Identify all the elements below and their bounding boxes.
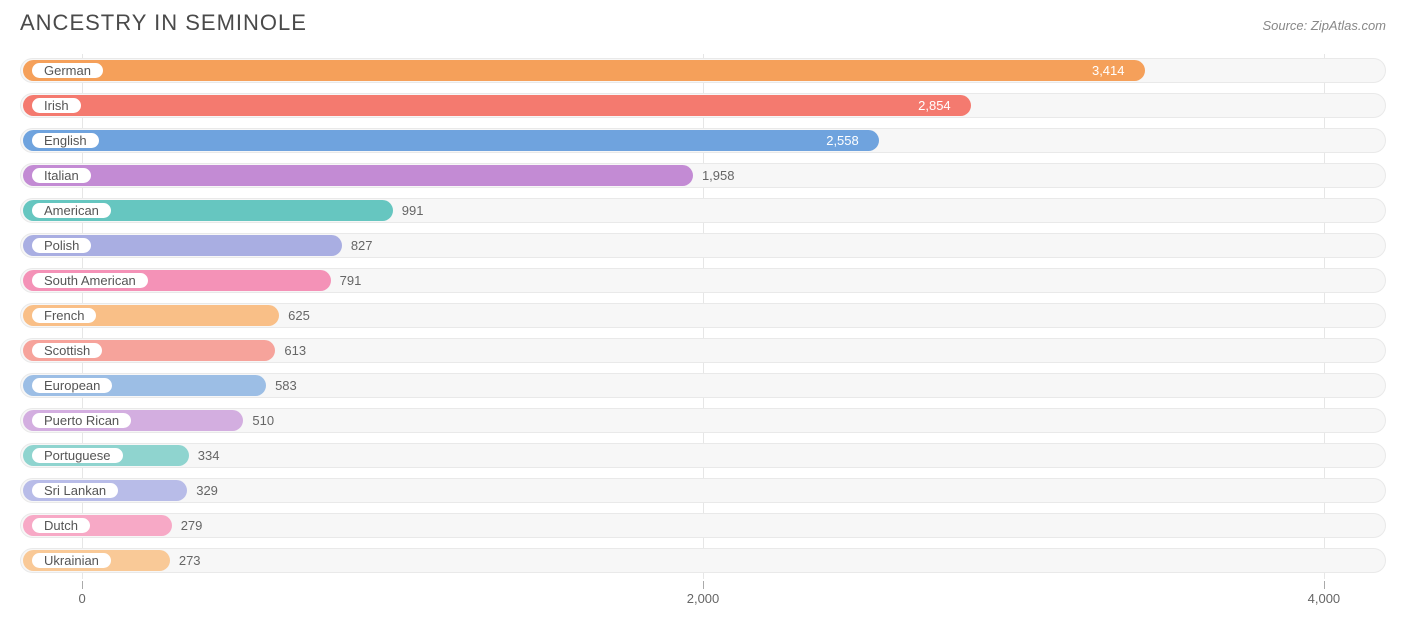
bar-track [20, 513, 1386, 538]
bar-row: European 583 [20, 369, 1386, 402]
value-label: 2,854 [918, 98, 951, 113]
x-axis: 0 2,000 4,000 [20, 581, 1386, 611]
bar-row: Italian 1,958 [20, 159, 1386, 192]
value-label: 334 [198, 448, 220, 463]
bar-track [20, 548, 1386, 573]
axis-tick [703, 581, 704, 589]
category-label: English [30, 131, 101, 150]
bar-row: Polish 827 [20, 229, 1386, 262]
category-label: Irish [30, 96, 83, 115]
value-label: 583 [275, 378, 297, 393]
value-label: 3,414 [1092, 63, 1125, 78]
chart-title: ANCESTRY IN SEMINOLE [20, 10, 307, 36]
bar-track [20, 478, 1386, 503]
axis-tick [82, 581, 83, 589]
value-label: 1,958 [702, 168, 735, 183]
category-label: Puerto Rican [30, 411, 133, 430]
category-label: Ukrainian [30, 551, 113, 570]
category-label: Scottish [30, 341, 104, 360]
bar-row: German 3,414 [20, 54, 1386, 87]
value-label: 625 [288, 308, 310, 323]
bar-row: Dutch 279 [20, 509, 1386, 542]
axis-tick [1324, 581, 1325, 589]
bar-row: South American 791 [20, 264, 1386, 297]
bar [23, 165, 693, 186]
axis-tick-label: 2,000 [687, 591, 720, 606]
bar-row: Scottish 613 [20, 334, 1386, 367]
value-label: 510 [252, 413, 274, 428]
value-label: 279 [181, 518, 203, 533]
chart-source: Source: ZipAtlas.com [1262, 18, 1386, 33]
bar-row: Puerto Rican 510 [20, 404, 1386, 437]
bar-row: Ukrainian 273 [20, 544, 1386, 577]
plot-area: German 3,414 Irish 2,854 English 2,558 Italian… [20, 54, 1386, 611]
bar [23, 60, 1145, 81]
category-label: American [30, 201, 113, 220]
value-label: 991 [402, 203, 424, 218]
axis-tick-label: 4,000 [1308, 591, 1341, 606]
axis-tick-label: 0 [78, 591, 85, 606]
category-label: Polish [30, 236, 93, 255]
chart-header: ANCESTRY IN SEMINOLE Source: ZipAtlas.co… [20, 10, 1386, 36]
category-label: Italian [30, 166, 93, 185]
bar-track [20, 443, 1386, 468]
bar [23, 130, 879, 151]
category-label: European [30, 376, 114, 395]
bar-row: Portuguese 334 [20, 439, 1386, 472]
bar-row: American 991 [20, 194, 1386, 227]
category-label: German [30, 61, 105, 80]
value-label: 613 [284, 343, 306, 358]
bar-row: Sri Lankan 329 [20, 474, 1386, 507]
category-label: Dutch [30, 516, 92, 535]
bar-row: English 2,558 [20, 124, 1386, 157]
value-label: 827 [351, 238, 373, 253]
category-label: Sri Lankan [30, 481, 120, 500]
bar-row: French 625 [20, 299, 1386, 332]
ancestry-chart: ANCESTRY IN SEMINOLE Source: ZipAtlas.co… [0, 0, 1406, 644]
value-label: 329 [196, 483, 218, 498]
value-label: 273 [179, 553, 201, 568]
category-label: South American [30, 271, 150, 290]
bar [23, 95, 971, 116]
category-label: French [30, 306, 98, 325]
value-label: 2,558 [826, 133, 859, 148]
bar-row: Irish 2,854 [20, 89, 1386, 122]
value-label: 791 [340, 273, 362, 288]
category-label: Portuguese [30, 446, 125, 465]
